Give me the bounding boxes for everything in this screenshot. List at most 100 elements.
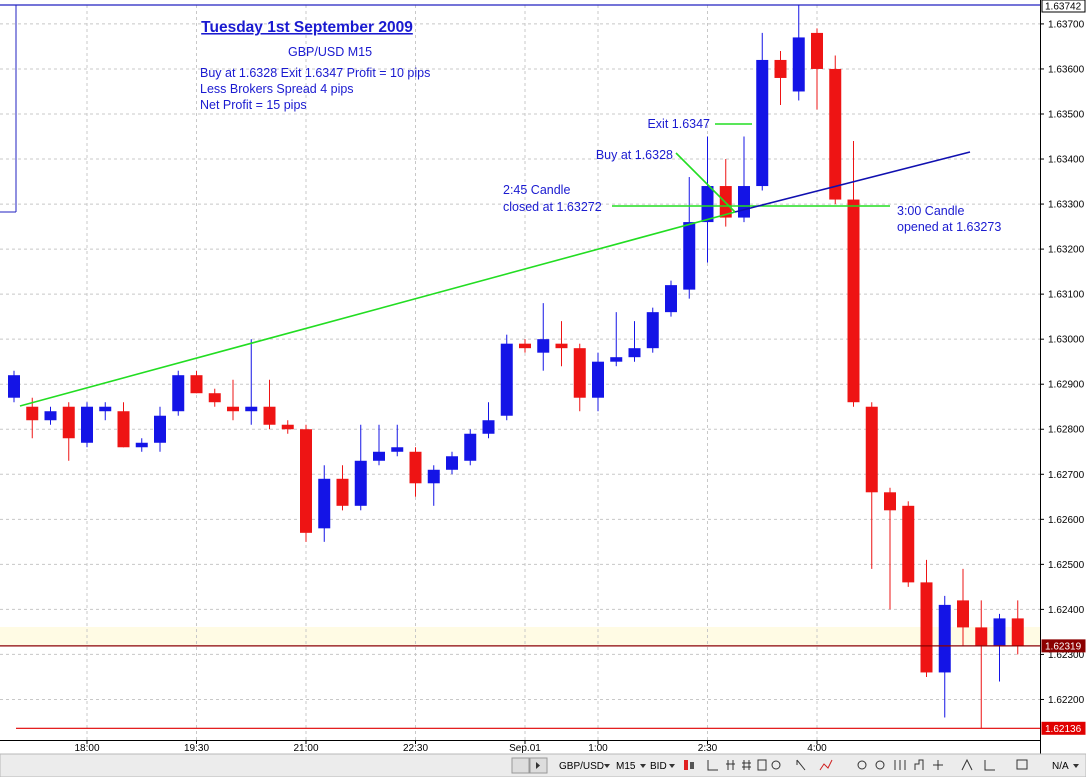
candle-body: [208, 393, 221, 403]
chart-title: Tuesday 1st September 2009: [201, 19, 413, 36]
icon: [604, 764, 610, 768]
candle-body: [938, 604, 951, 673]
pointer-line: [675, 152, 736, 213]
candle-body: [336, 478, 349, 506]
price-marker-label: 1.63742: [1045, 2, 1082, 13]
candle-body: [519, 343, 531, 349]
x-tick-label: 18:00: [74, 743, 99, 754]
annotation: Buy at 1.6328 Exit 1.6347 Profit = 10 pi…: [200, 66, 430, 80]
candle-body: [738, 186, 750, 218]
candle-body: [993, 618, 1006, 646]
candle-body: [537, 339, 550, 353]
candle-body: [172, 375, 185, 412]
tool-icon[interactable]: [894, 760, 906, 770]
tool-icon[interactable]: [933, 760, 943, 770]
tool-icon[interactable]: [690, 762, 694, 769]
price-marker: [1041, 0, 1086, 13]
candle-body: [610, 357, 623, 362]
candle-body: [573, 348, 586, 398]
candle-body: [884, 492, 896, 511]
y-tick-label: 1.63100: [1048, 290, 1085, 301]
timeframe-dropdown[interactable]: M15: [616, 761, 636, 772]
x-tick-label: 2:30: [698, 743, 718, 754]
y-tick-label: 1.62400: [1048, 605, 1085, 616]
tool-icon[interactable]: [961, 758, 973, 771]
candle-body: [464, 433, 477, 461]
candle-body: [81, 406, 93, 443]
tool-icon[interactable]: [819, 759, 833, 771]
scroll-button[interactable]: [511, 757, 530, 774]
candle-body: [281, 424, 294, 430]
y-tick-label: 1.63700: [1048, 19, 1085, 30]
candle-body: [628, 348, 641, 358]
annotation: closed at 1.63272: [503, 200, 602, 214]
toolbar: GBP/USD M15 BID N/A: [0, 753, 1086, 777]
symbol-dropdown[interactable]: GBP/USD: [559, 761, 604, 772]
tool-icon[interactable]: [984, 760, 995, 771]
tool-icon[interactable]: [875, 760, 885, 770]
candle-body: [957, 600, 969, 628]
x-tick-label: Sep.01: [509, 743, 541, 754]
tool-icon[interactable]: [796, 759, 806, 771]
x-tick-label: 19:30: [184, 743, 209, 754]
y-tick-label: 1.62800: [1048, 425, 1085, 436]
candle-body: [774, 59, 787, 78]
y-tick-label: 1.62600: [1048, 515, 1085, 526]
candle-body: [99, 406, 112, 412]
candle-body: [902, 505, 915, 583]
candle-body: [190, 375, 203, 394]
icon: [536, 762, 540, 769]
y-tick-label: 1.63200: [1048, 245, 1085, 256]
candle-body: [683, 222, 696, 290]
annotation: GBP/USD M15: [288, 45, 372, 59]
y-tick-label: 1.62900: [1048, 380, 1085, 391]
y-tick-label: 1.63400: [1048, 155, 1085, 166]
price-dropdown[interactable]: BID: [650, 761, 667, 772]
x-tick-label: 4:00: [807, 743, 827, 754]
x-tick-label: 21:00: [293, 743, 318, 754]
tool-icon[interactable]: [684, 760, 688, 770]
y-tick-label: 1.63600: [1048, 64, 1085, 75]
trend-line: [734, 151, 971, 213]
candle-body: [245, 406, 258, 412]
tool-icon[interactable]: [857, 760, 867, 770]
candle-body: [482, 420, 495, 434]
tool-icon[interactable]: [757, 759, 767, 771]
candle-body: [44, 411, 57, 421]
candle-body: [665, 285, 677, 313]
candle-body: [427, 469, 440, 484]
status[interactable]: N/A: [1052, 761, 1069, 772]
y-tick-label: 1.62300: [1048, 650, 1085, 661]
candle-body: [555, 343, 568, 349]
tool-icon[interactable]: [771, 760, 781, 770]
tool-icon[interactable]: [1016, 759, 1028, 770]
candle-body: [811, 32, 823, 69]
y-tick-label: 1.62200: [1048, 695, 1085, 706]
candle-body: [975, 627, 988, 646]
candle-body: [865, 406, 878, 493]
tool-icon[interactable]: [742, 760, 751, 770]
candle-body: [500, 343, 513, 416]
tool-icon[interactable]: [726, 760, 735, 770]
candle-body: [354, 460, 367, 506]
y-tick-label: 1.62700: [1048, 470, 1085, 481]
candle-body: [62, 406, 75, 439]
axis: 1.63700 1.63600 1.63500 1.63400 1.63300 1.632…: [0, 0, 1086, 754]
tool-icon[interactable]: [914, 759, 924, 770]
candle-body: [1011, 618, 1024, 646]
candle-body: [409, 451, 422, 484]
candle-body: [391, 447, 404, 452]
candle-body: [446, 456, 458, 470]
candle-body: [756, 59, 769, 187]
annotation: Less Brokers Spread 4 pips: [200, 82, 354, 96]
tool-icon[interactable]: [707, 760, 718, 771]
highlight-band: [0, 627, 1040, 645]
candle-body: [26, 406, 39, 421]
candle-body: [135, 442, 148, 448]
annotation: 2:45 Candle: [503, 183, 570, 197]
candle-body: [117, 411, 130, 448]
x-tick-label: 22:30: [403, 743, 428, 754]
candle-body: [920, 582, 933, 673]
annotation: Buy at 1.6328: [596, 148, 673, 162]
